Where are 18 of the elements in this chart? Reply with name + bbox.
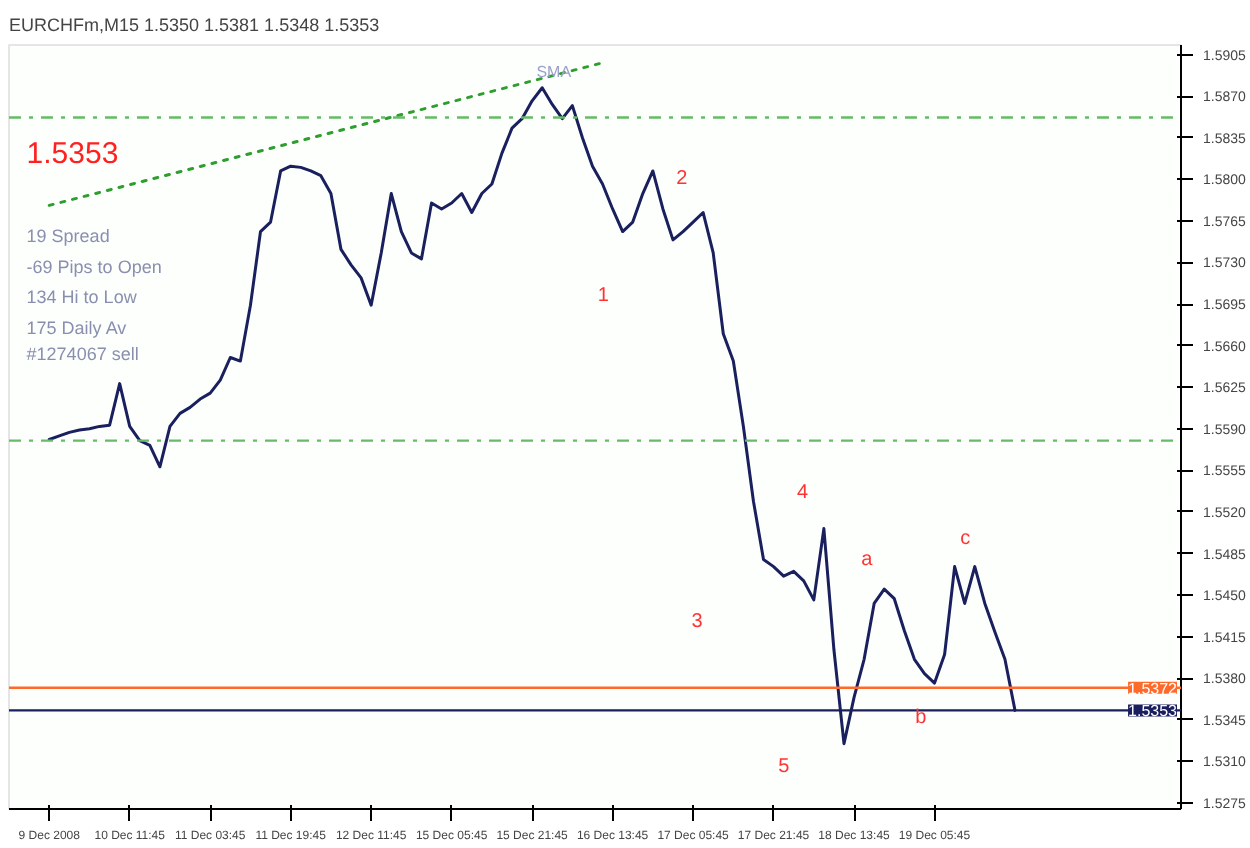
annotation: 1 bbox=[597, 285, 610, 308]
annotation: b bbox=[915, 707, 928, 730]
annotation: 175 Daily Av bbox=[26, 317, 128, 338]
annotation: SMA bbox=[536, 62, 573, 81]
annotation: 3 bbox=[691, 610, 704, 633]
annotation: c bbox=[960, 528, 971, 551]
annotation: #1274067 sell bbox=[26, 344, 139, 365]
annotation: 1.5353 bbox=[26, 136, 119, 171]
annotation: 5 bbox=[778, 755, 791, 778]
ref-line-label: 1.5353 bbox=[1128, 702, 1179, 721]
annotation: 2 bbox=[676, 168, 689, 191]
chart-title: EURCHFm,M15 1.5350 1.5381 1.5348 1.5353 bbox=[9, 15, 380, 35]
annotation: a bbox=[861, 548, 874, 571]
ref-line-label: 1.5372 bbox=[1128, 679, 1179, 698]
annotation: 134 Hi to Low bbox=[26, 287, 138, 308]
annotation: 19 Spread bbox=[26, 226, 110, 246]
annotation: -69 Pips to Open bbox=[26, 256, 162, 277]
annotation: 4 bbox=[796, 482, 809, 505]
